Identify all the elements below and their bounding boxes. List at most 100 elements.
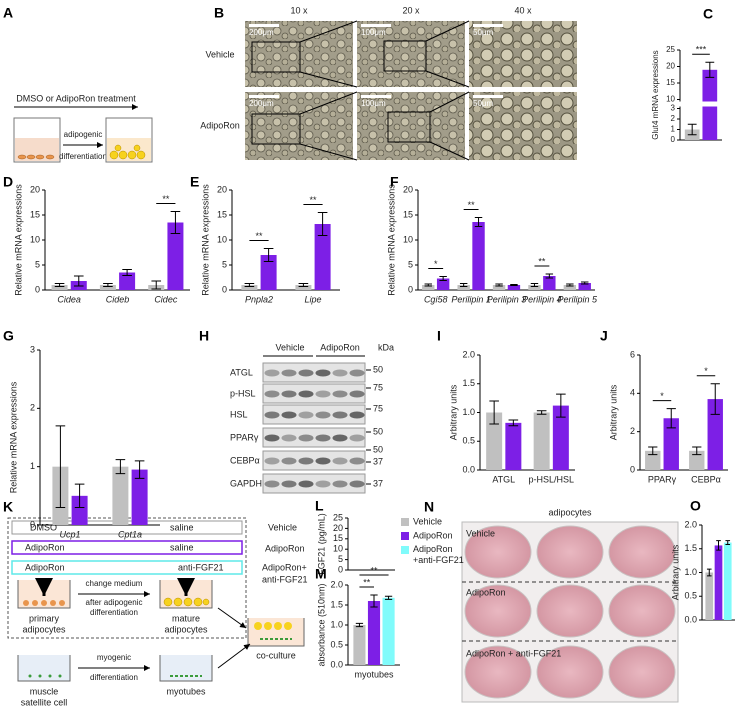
y-tick-label: 20 xyxy=(666,62,675,71)
bar xyxy=(714,545,723,620)
y-tick-label: 1.5 xyxy=(462,378,475,388)
protein-label: PPARγ xyxy=(230,432,259,442)
y-tick-label: 2.0 xyxy=(330,579,343,589)
row-label: Vehicle xyxy=(205,49,234,59)
significance-label: ** xyxy=(162,194,170,204)
panel-n: N adipocytes Vehicle AdipoRon AdipoRon + a… xyxy=(424,499,679,703)
band xyxy=(315,411,331,419)
error-bar xyxy=(424,283,432,287)
panel-label: K xyxy=(3,499,13,515)
y-axis-label: Arbitrary units xyxy=(448,384,458,440)
x-tick-label: Perilipin 4 xyxy=(522,294,562,304)
treatment-label: DMSO or AdipoRon treatment xyxy=(16,93,136,103)
x-tick-label: Perilipin 1 xyxy=(451,294,491,304)
bar xyxy=(707,399,723,470)
condition-box xyxy=(11,560,243,575)
error-bar xyxy=(687,123,697,136)
bar xyxy=(295,285,312,290)
y-tick-label: 2 xyxy=(30,403,35,413)
panel-label: G xyxy=(3,328,14,344)
band xyxy=(349,369,365,377)
error-bar xyxy=(706,568,712,577)
y-tick-label: 10 xyxy=(666,95,675,104)
column-header: 40 x xyxy=(514,5,532,15)
row-label: Vehicle xyxy=(466,528,495,538)
y-tick-label: 6 xyxy=(630,349,635,359)
x-tick-label: Cidec xyxy=(154,294,178,304)
band xyxy=(315,434,331,442)
error-bar xyxy=(263,248,274,262)
error-bar xyxy=(508,419,519,427)
bar xyxy=(578,283,591,290)
step-label: differentiation xyxy=(59,152,107,161)
significance-label: *** xyxy=(696,45,707,55)
blot-strip xyxy=(262,450,366,471)
y-tick-label: 0.0 xyxy=(684,614,697,624)
bar xyxy=(112,466,129,525)
bar xyxy=(367,601,381,665)
cell-label: mature xyxy=(172,613,200,623)
bar xyxy=(436,278,450,290)
y-tick-label: 0 xyxy=(630,464,635,474)
band xyxy=(264,390,280,398)
y-axis-label: FGF21 (pg/mL) xyxy=(316,513,326,575)
y-tick-label: 1.0 xyxy=(684,567,697,577)
bar xyxy=(472,222,485,290)
x-tick-label: Cpt1a xyxy=(118,529,142,539)
panel-label: C xyxy=(703,6,713,22)
y-axis-label: Arbitrary units xyxy=(608,384,618,440)
band xyxy=(281,369,297,377)
error-bar xyxy=(648,446,658,456)
scale-label: 50μm xyxy=(473,28,494,37)
marker-label: 50 xyxy=(373,364,383,374)
x-tick-label: Perilipin 3 xyxy=(487,294,527,304)
blot-strip xyxy=(262,383,366,404)
y-tick-label: 15 xyxy=(333,533,343,543)
error-bar xyxy=(536,410,547,415)
significance-label: ** xyxy=(255,231,263,241)
band xyxy=(332,411,348,419)
y-tick-label: 1.5 xyxy=(684,543,697,553)
x-tick-label: Cideb xyxy=(106,294,130,304)
bar xyxy=(645,450,661,470)
error-bar xyxy=(73,275,84,287)
protein-label: p-HSL xyxy=(230,388,256,398)
band xyxy=(264,369,280,377)
band xyxy=(298,390,314,398)
cell-label: satellite cell xyxy=(21,697,68,707)
marker-label: 75 xyxy=(373,382,383,392)
step-label: differentiation xyxy=(90,608,138,617)
unit-label: kDa xyxy=(378,342,394,352)
micrograph xyxy=(245,21,353,87)
y-tick-label: 0.5 xyxy=(330,639,343,649)
band xyxy=(264,434,280,442)
micrograph xyxy=(469,92,577,160)
band xyxy=(315,369,331,377)
y-tick-label: 0 xyxy=(671,135,676,144)
zoom-boxes xyxy=(251,20,470,161)
y-tick-label: 20 xyxy=(217,184,227,194)
error-bar xyxy=(54,283,65,287)
band xyxy=(349,390,365,398)
legend-swatch xyxy=(401,532,409,540)
protein-label: HSL xyxy=(230,409,248,419)
bar xyxy=(663,418,679,470)
bar xyxy=(314,224,331,290)
significance-label: * xyxy=(434,259,438,269)
error-bar xyxy=(495,283,503,287)
cell-label: co-culture xyxy=(256,650,296,660)
band xyxy=(264,457,280,465)
marker-dashes xyxy=(366,369,371,485)
scale-label: 50μm xyxy=(473,99,494,108)
well xyxy=(608,525,676,579)
cell-label: primary xyxy=(29,613,60,623)
blot-strip xyxy=(262,362,366,383)
marker-label: 75 xyxy=(373,403,383,413)
significance-label: ** xyxy=(309,195,317,205)
condition-left: AdipoRon xyxy=(25,562,65,572)
micrograph xyxy=(245,92,353,160)
band xyxy=(298,480,314,488)
error-bar xyxy=(474,217,483,227)
bar xyxy=(422,285,435,290)
panel-label: E xyxy=(190,174,199,190)
